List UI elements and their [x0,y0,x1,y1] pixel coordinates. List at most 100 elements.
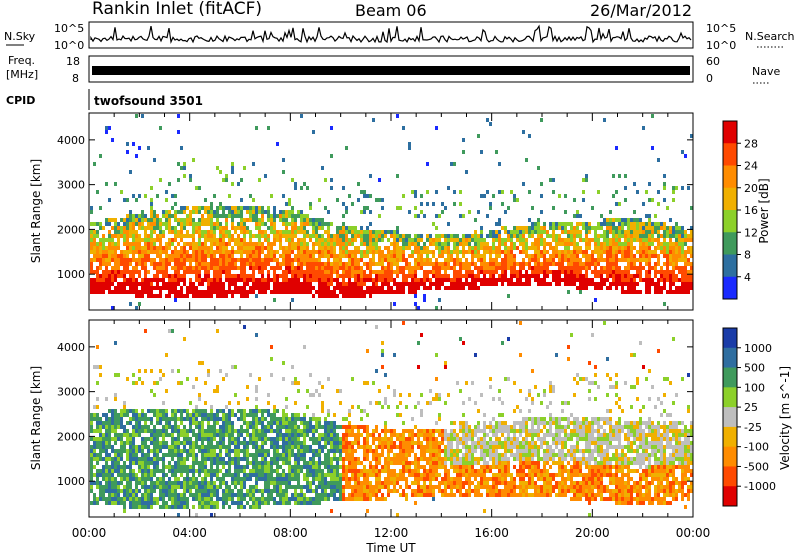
echo-cell [459,262,462,266]
echo-cell [384,234,387,238]
echo-cell [240,425,243,429]
echo-cell [135,250,138,254]
echo-cell [363,230,366,234]
echo-cell [654,226,657,230]
echo-cell [330,238,333,242]
echo-cell [225,290,228,294]
echo-cell [201,361,204,365]
echo-cell [690,230,693,234]
echo-cell [435,266,438,270]
echo-cell [447,186,450,190]
echo-cell [381,230,384,234]
echo-cell [522,130,525,134]
echo-cell [687,278,690,282]
echo-cell [510,274,513,278]
echo-cell [579,246,582,250]
echo-cell [648,222,651,226]
echo-cell [138,505,141,509]
echo-cell [291,258,294,262]
echo-cell [198,481,201,485]
echo-cell [129,290,132,294]
echo-cell [309,270,312,274]
echo-cell [201,234,204,238]
echo-cell [273,485,276,489]
echo-cell [654,270,657,274]
echo-cell [240,178,243,182]
echo-cell [501,242,504,246]
echo-cell [528,230,531,234]
echo-cell [156,218,159,222]
echo-cell [108,425,111,429]
echo-cell [105,421,108,425]
echo-cell [666,254,669,258]
echo-cell [120,481,123,485]
echo-cell [567,274,570,278]
echo-cell [144,329,147,333]
echo-cell [321,218,324,222]
echo-cell [117,373,120,377]
echo-cell [168,497,171,501]
echo-cell [207,206,210,210]
echo-cell [531,242,534,246]
echo-cell [147,226,150,230]
echo-cell [204,493,207,497]
echo-cell [276,441,279,445]
echo-cell [546,258,549,262]
echo-cell [306,405,309,409]
echo-cell [255,266,258,270]
echo-cell [309,501,312,505]
echo-cell [135,501,138,505]
echo-cell [531,206,534,210]
echo-cell [111,477,114,481]
echo-cell [252,465,255,469]
echo-cell [303,461,306,465]
echo-cell [96,258,99,262]
echo-cell [330,282,333,286]
echo-cell [489,206,492,210]
echo-cell [246,262,249,266]
echo-cell [258,489,261,493]
echo-cell [633,266,636,270]
echo-cell [225,234,228,238]
echo-cell [219,449,222,453]
echo-cell [345,210,348,214]
echo-cell [156,409,159,413]
echo-cell [162,413,165,417]
echo-cell [168,282,171,286]
echo-cell [150,282,153,286]
echo-cell [354,226,357,230]
echo-cell [483,270,486,274]
echo-cell [630,262,633,266]
echo-cell [162,461,165,465]
echo-cell [237,457,240,461]
echo-cell [633,262,636,266]
echo-cell [165,190,168,194]
echo-cell [402,250,405,254]
echo-cell [216,258,219,262]
echo-cell [231,162,234,166]
echo-cell [297,417,300,421]
echo-cell [300,493,303,497]
echo-cell [588,242,591,246]
echo-cell [513,282,516,286]
echo-cell [285,254,288,258]
echo-cell [525,278,528,282]
echo-cell [273,417,276,421]
echo-cell [147,505,150,509]
nave-label: Nave [752,65,780,78]
echo-cell [132,425,135,429]
echo-cell [303,234,306,238]
echo-cell [297,473,300,477]
echo-cell [258,473,261,477]
echo-cell [552,234,555,238]
echo-cell [171,206,174,210]
echo-cell [648,278,651,282]
echo-cell [120,501,123,505]
echo-cell [624,266,627,270]
echo-cell [228,262,231,266]
echo-cell [165,489,168,493]
echo-cell [180,433,183,437]
echo-cell [315,278,318,282]
echo-cell [258,222,261,226]
echo-cell [279,457,282,461]
